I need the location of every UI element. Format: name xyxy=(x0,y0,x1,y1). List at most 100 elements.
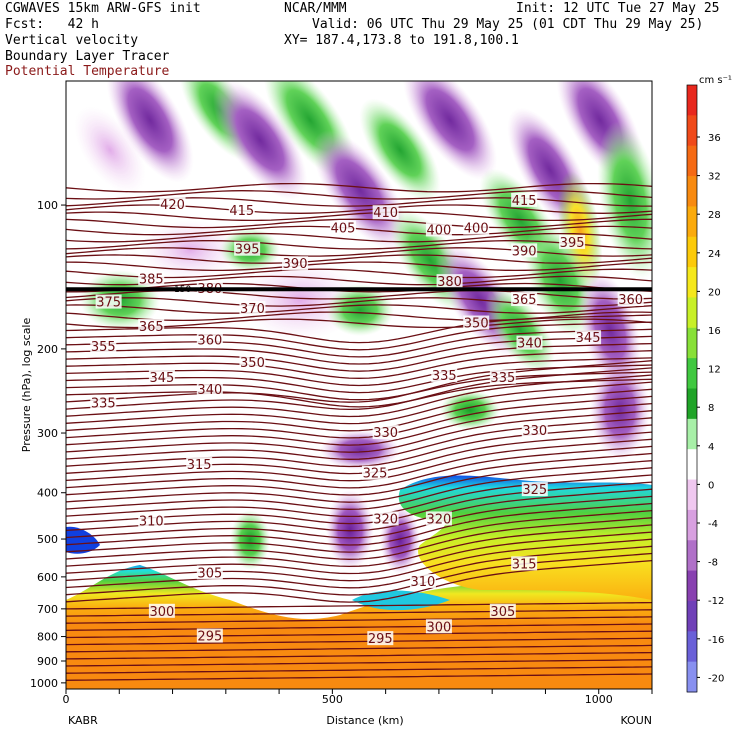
theta-contour-line xyxy=(66,218,652,229)
colorbar-swatch xyxy=(687,418,697,450)
theta-label-background xyxy=(196,332,223,347)
theta-label-background xyxy=(239,300,266,315)
theta-label: 360 xyxy=(197,333,222,348)
theta-contour-line xyxy=(66,495,652,539)
colorbar-swatch xyxy=(687,631,697,663)
theta-contour-line xyxy=(66,431,652,475)
title-org: NCAR/MMM xyxy=(284,1,347,16)
theta-label-background xyxy=(511,291,538,306)
theta-label: 365 xyxy=(139,320,164,335)
theta-label-background xyxy=(559,234,586,249)
theta-contour-line xyxy=(66,552,652,596)
theta-contour-line xyxy=(66,374,652,418)
colorbar-swatch xyxy=(687,600,697,632)
colorbar-swatch xyxy=(687,115,697,147)
theta-label: 380 xyxy=(437,275,462,290)
theta-contour-line xyxy=(66,467,652,510)
colorbar-label: 36 xyxy=(708,133,721,144)
theta-label-background xyxy=(463,220,490,235)
theta-contour-line xyxy=(66,240,652,250)
theta-label: 320 xyxy=(373,512,398,527)
theta-contour-line xyxy=(66,402,652,446)
colorbar-label: 28 xyxy=(708,210,721,221)
x-tick-label: 500 xyxy=(322,693,343,706)
colorbar-swatch xyxy=(687,509,697,541)
theta-contour-line xyxy=(66,651,652,660)
colorbar-label: 24 xyxy=(708,249,721,260)
theta-contour-line xyxy=(66,321,652,351)
theta-contour-line xyxy=(66,360,652,403)
theta-label: 340 xyxy=(517,337,542,352)
theta-label: 330 xyxy=(373,426,398,441)
theta-label: 355 xyxy=(91,340,116,355)
title-model: CGWAVES 15km ARW-GFS init xyxy=(5,1,201,16)
theta-label: 350 xyxy=(240,356,265,371)
potential-temperature-labels: 420 415 410 405 400 400 415 395 390 390 395 385 380 3… xyxy=(90,192,644,647)
title-forecast-hour: Fcst: 42 h xyxy=(5,17,99,32)
theta-label: 335 xyxy=(490,371,515,386)
x-tick-label: 0 xyxy=(63,693,70,706)
theta-label-background xyxy=(90,395,117,410)
theta-contour-line xyxy=(66,531,652,575)
theta-label-background xyxy=(511,192,538,207)
theta-label-background xyxy=(489,369,516,384)
theta-contour-line xyxy=(66,445,652,489)
tracer-line-label: 150 xyxy=(174,285,191,295)
colorbar-swatch xyxy=(687,570,697,602)
colorbar-label: 0 xyxy=(708,480,714,491)
colorbar-swatch xyxy=(687,297,697,329)
y-tick-label: 300 xyxy=(37,427,58,440)
theta-label: 305 xyxy=(197,566,222,581)
theta-label: 320 xyxy=(426,512,451,527)
theta-label-background xyxy=(425,619,452,634)
theta-label-background xyxy=(372,511,399,526)
title-valid-time: Valid: 06 UTC Thu 29 May 25 (01 CDT Thu … xyxy=(312,17,704,32)
theta-label: 300 xyxy=(426,620,451,635)
theta-label: 325 xyxy=(363,467,388,482)
theta-label: 365 xyxy=(512,293,537,308)
y-tick-label: 500 xyxy=(37,533,58,546)
theta-label: 390 xyxy=(512,244,537,259)
colorbar-swatch xyxy=(687,449,697,481)
colorbar-swatch xyxy=(687,388,697,420)
theta-contour-line xyxy=(66,538,652,582)
colorbar-label: 8 xyxy=(708,403,714,414)
theta-label: 330 xyxy=(522,424,547,439)
theta-label-background xyxy=(575,330,602,345)
theta-label-background xyxy=(489,603,516,618)
colorbar-label: -16 xyxy=(708,635,724,646)
y-axis: 100 200 300 400 500 600 700 800 900 1000 xyxy=(30,199,66,690)
theta-contour-line xyxy=(66,545,652,589)
title-init: Init: 12 UTC Tue 27 May 25 xyxy=(516,1,720,16)
left-station-label: KABR xyxy=(68,714,98,727)
theta-label-background xyxy=(138,271,165,286)
theta-contour-line xyxy=(66,673,652,681)
colorbar-frame xyxy=(686,84,698,693)
field-potential-temperature: Potential Temperature xyxy=(5,64,170,79)
theta-label-background xyxy=(138,319,165,334)
theta-label-background xyxy=(425,511,452,526)
theta-label: 310 xyxy=(411,575,436,590)
theta-contour-line xyxy=(66,644,652,653)
y-tick-label: 600 xyxy=(37,571,58,584)
theta-contour-line xyxy=(66,417,652,460)
theta-label-background xyxy=(95,294,122,309)
theta-contour-line xyxy=(66,659,652,667)
theta-label-background xyxy=(234,241,261,256)
theta-contour-line xyxy=(66,623,652,632)
theta-contour-line xyxy=(66,452,652,496)
field-vertical-velocity: Vertical velocity xyxy=(5,33,139,48)
theta-contour-line xyxy=(66,438,652,482)
theta-label-background xyxy=(367,631,394,646)
theta-contour-line xyxy=(66,304,652,314)
y-tick-label: 200 xyxy=(37,343,58,356)
theta-label-background xyxy=(361,465,388,480)
colorbar-label: 16 xyxy=(708,326,721,337)
theta-contour-line xyxy=(66,524,652,568)
colorbar-unit-label: cm s⁻¹ xyxy=(699,75,732,86)
theta-label: 315 xyxy=(187,458,212,473)
colorbar-swatch xyxy=(687,540,697,572)
theta-contour-line xyxy=(66,211,652,222)
theta-contour-line xyxy=(66,254,652,264)
theta-label-background xyxy=(511,556,538,571)
